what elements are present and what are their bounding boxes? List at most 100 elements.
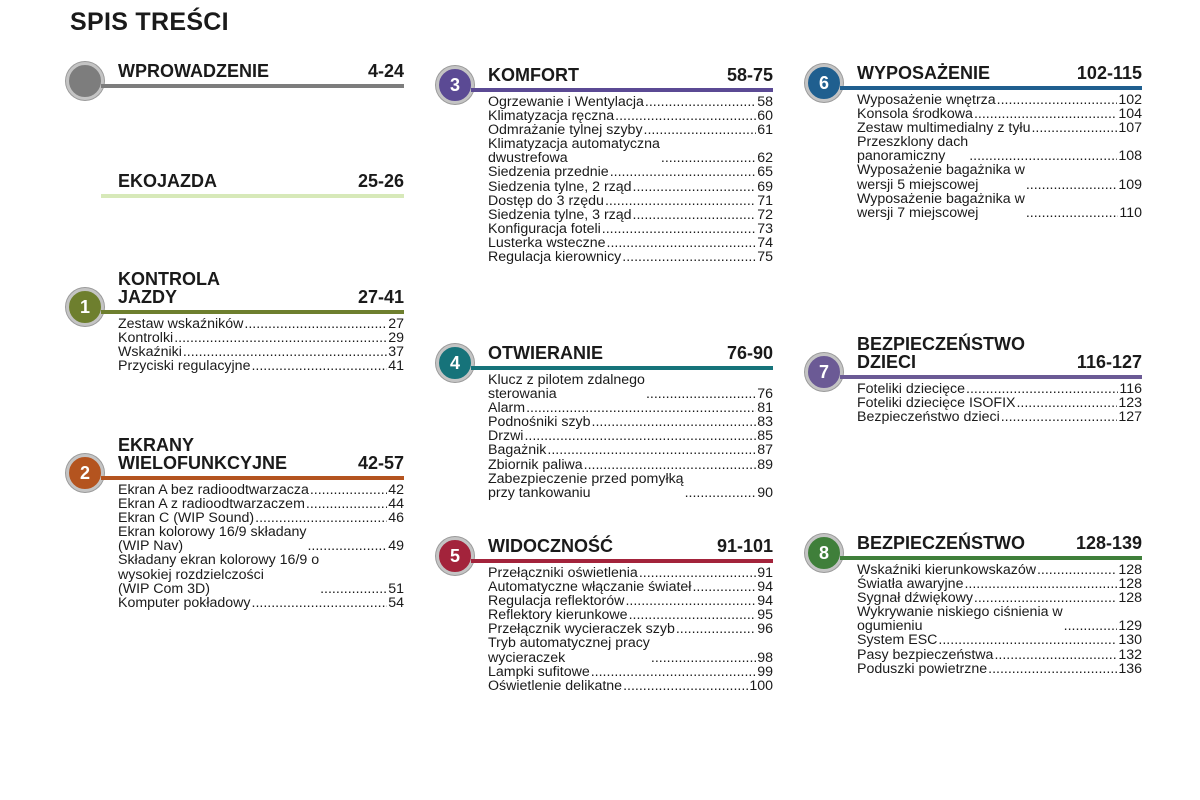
toc-entry[interactable]: Tryb automatycznej pracy wycieraczek 98 xyxy=(488,636,773,664)
toc-entry[interactable]: Przeszklony dach panoramiczny 108 xyxy=(857,135,1142,163)
toc-entry[interactable]: Oświetlenie delikatne 100 xyxy=(488,679,773,693)
section-title: EKRANY WIELOFUNKCYJNE xyxy=(118,435,288,473)
toc-entry[interactable]: Drzwi 85 xyxy=(488,429,773,443)
toc-entry[interactable]: System ESC 130 xyxy=(857,633,1142,647)
toc-entry[interactable]: Konsola środkowa 104 xyxy=(857,107,1142,121)
dot-leader xyxy=(307,539,387,553)
toc-entry[interactable]: Bagażnik 87 xyxy=(488,443,773,457)
toc-entry[interactable]: Bezpieczeństwo dzieci 127 xyxy=(857,410,1142,424)
toc-entry[interactable]: Alarm 81 xyxy=(488,401,773,415)
toc-entry[interactable]: Ekran kolorowy 16/9 składany (WIP Nav) 49 xyxy=(118,525,404,553)
dot-leader xyxy=(183,345,387,359)
section-bezpieczenstwo-dzieci[interactable]: 7 BEZPIECZEŃSTWO DZIECI 116-127 Foteliki dz… xyxy=(805,333,1142,433)
section-number-badge: 4 xyxy=(436,344,474,382)
section-underline xyxy=(101,476,404,480)
toc-entry[interactable]: Foteliki dziecięce ISOFIX 123 xyxy=(857,396,1142,410)
toc-entry-label: Zabezpieczenie przed pomyłką przy tankow… xyxy=(488,470,684,501)
toc-entry[interactable]: Pasy bezpieczeństwa 132 xyxy=(857,646,1142,663)
toc-entry[interactable]: Wyposażenie wnętrza 102 xyxy=(857,93,1142,107)
section-entries: Wskaźniki kierunkowskazów128Światła awar… xyxy=(857,563,1142,676)
section-wyposazenie[interactable]: 6 WYPOSAŻENIE 102-115 Wyposażenie wnętrza 10… xyxy=(805,60,1142,235)
section-ekrany[interactable]: 2 EKRANY WIELOFUNKCYJNE 42-57 Ekran A bez r… xyxy=(66,434,404,614)
toc-entry[interactable]: Odmrażanie tylnej szyby 61 xyxy=(488,123,773,137)
toc-entry[interactable]: Lampki sufitowe 99 xyxy=(488,665,773,679)
toc-entry[interactable]: Składany ekran kolorowy 16/9 o wysokiej … xyxy=(118,553,404,595)
toc-entry-page: 127 xyxy=(1118,409,1142,426)
dot-leader xyxy=(1037,563,1117,577)
toc-entry[interactable]: Przyciski regulacyjne 41 xyxy=(118,359,404,373)
toc-entry[interactable]: Regulacja reflektorów 94 xyxy=(488,594,773,608)
toc-entry[interactable]: Przełączniki oświetlenia 91 xyxy=(488,566,773,580)
toc-entry-label: Pasy bezpieczeństwa xyxy=(857,646,994,663)
dot-leader xyxy=(1064,619,1118,633)
toc-entry[interactable]: Ekran C (WIP Sound) 46 xyxy=(118,511,404,525)
toc-entry-page: 72 xyxy=(757,206,773,223)
toc-entry[interactable]: Reflektory kierunkowe 95 xyxy=(488,608,773,622)
toc-entry[interactable]: Lusterka wsteczne 74 xyxy=(488,236,773,250)
toc-entry[interactable]: Siedzenia tylne, 2 rząd 69 xyxy=(488,179,773,193)
toc-entry[interactable]: Konfiguracja foteli 73 xyxy=(488,222,773,236)
section-page-range: 116-127 xyxy=(1076,352,1142,372)
section-otwieranie[interactable]: 4 OTWIERANIE 76-90 Klucz z pilotem zdalnego… xyxy=(436,340,773,515)
toc-entry[interactable]: Podnośniki szyb 83 xyxy=(488,415,773,429)
toc-entry[interactable]: Siedzenia przednie 65 xyxy=(488,165,773,179)
toc-entry[interactable]: Klucz z pilotem zdalnego sterowania 76 xyxy=(488,373,773,401)
toc-entry[interactable]: Ekran A bez radioodtwarzacza 42 xyxy=(118,483,404,497)
toc-entry[interactable]: Wskaźniki 37 xyxy=(118,345,404,359)
toc-entry[interactable]: Komputer pokładowy 54 xyxy=(118,596,404,610)
toc-entry-label: Drzwi xyxy=(488,428,524,445)
toc-entry[interactable]: Klimatyzacja automatyczna dwustrefowa 62 xyxy=(488,137,773,165)
toc-entry[interactable]: Zabezpieczenie przed pomyłką przy tankow… xyxy=(488,472,773,500)
dot-leader xyxy=(526,401,756,415)
toc-entry[interactable]: Zbiornik paliwa 89 xyxy=(488,456,773,473)
toc-entry[interactable]: Zestaw wskaźników 27 xyxy=(118,317,404,331)
toc-entry-page: 54 xyxy=(388,594,404,611)
toc-entry-page: 100 xyxy=(749,677,773,694)
dot-leader xyxy=(524,429,756,443)
toc-entry-page: 102 xyxy=(1118,92,1142,108)
toc-entry[interactable]: Poduszki powietrzne 136 xyxy=(857,662,1142,676)
toc-entry-page: 94 xyxy=(757,579,773,596)
toc-entry-label: Alarm xyxy=(488,400,526,417)
toc-entry[interactable]: Zestaw multimedialny z tyłu 107 xyxy=(857,121,1142,135)
toc-entry[interactable]: Wskaźniki kierunkowskazów 128 xyxy=(857,563,1142,577)
toc-entry-page: 110 xyxy=(1119,204,1142,221)
section-bezpieczenstwo[interactable]: 8 BEZPIECZEŃSTWO 128-139 Wskaźniki kierunko… xyxy=(805,530,1142,690)
toc-entry-label: Podnośniki szyb xyxy=(488,414,591,431)
toc-entry[interactable]: Wykrywanie niskiego ciśnienia w ogumieni… xyxy=(857,605,1142,633)
toc-entry-label: Wyposażenie bagażnika w wersji 7 miejsco… xyxy=(857,190,1025,221)
toc-entry-label: Wskaźniki kierunkowskazów xyxy=(857,562,1036,578)
toc-entry-page: 62 xyxy=(757,150,773,167)
toc-entry-label: Bezpieczeństwo dzieci xyxy=(857,409,1000,426)
toc-entry[interactable]: Sygnał dźwiękowy 128 xyxy=(857,591,1142,605)
toc-entry[interactable]: Klimatyzacja ręczna 60 xyxy=(488,109,773,123)
section-ekojazda[interactable]: EKOJAZDA 25-26 xyxy=(101,168,404,208)
section-wprowadzenie[interactable]: WPROWADZENIE 4-24 xyxy=(66,58,404,108)
toc-entry[interactable]: Siedzenia tylne, 3 rząd 72 xyxy=(488,208,773,222)
toc-entry-label: Wskaźniki xyxy=(118,344,182,361)
dot-leader xyxy=(661,151,756,165)
toc-entry-label: Klimatyzacja automatyczna dwustrefowa xyxy=(488,136,660,167)
dot-leader xyxy=(969,149,1117,163)
section-page-range: 91-101 xyxy=(716,536,773,556)
toc-entry[interactable]: Światła awaryjne 128 xyxy=(857,577,1142,591)
toc-entry-label: Wyposażenie bagażnika w wersji 5 miejsco… xyxy=(857,162,1025,193)
toc-entry-label: Zbiornik paliwa xyxy=(488,456,583,473)
toc-entry[interactable]: Wyposażenie bagażnika w wersji 7 miejsco… xyxy=(857,192,1142,220)
toc-entry[interactable]: Ogrzewanie i Wentylacja 58 xyxy=(488,95,773,109)
toc-entry-page: 136 xyxy=(1118,660,1142,677)
toc-entry-page: 37 xyxy=(388,344,404,361)
section-widocznosc[interactable]: 5 WIDOCZNOŚĆ 91-101 Przełączniki oświetleni… xyxy=(436,533,773,703)
toc-entry[interactable]: Dostęp do 3 rzędu 71 xyxy=(488,194,773,208)
toc-entry-page: 73 xyxy=(757,220,773,237)
toc-entry[interactable]: Przełącznik wycieraczek szyb 96 xyxy=(488,622,773,636)
toc-entry[interactable]: Wyposażenie bagażnika w wersji 5 miejsco… xyxy=(857,163,1142,191)
toc-entry[interactable]: Automatyczne włączanie świateł 94 xyxy=(488,580,773,594)
toc-entry[interactable]: Kontrolki 29 xyxy=(118,331,404,345)
toc-entry[interactable]: Foteliki dziecięce 116 xyxy=(857,382,1142,396)
toc-entry[interactable]: Regulacja kierownicy 75 xyxy=(488,250,773,264)
toc-entry[interactable]: Ekran A z radioodtwarzaczem 44 xyxy=(118,497,404,511)
toc-entry-page: 89 xyxy=(757,456,773,473)
